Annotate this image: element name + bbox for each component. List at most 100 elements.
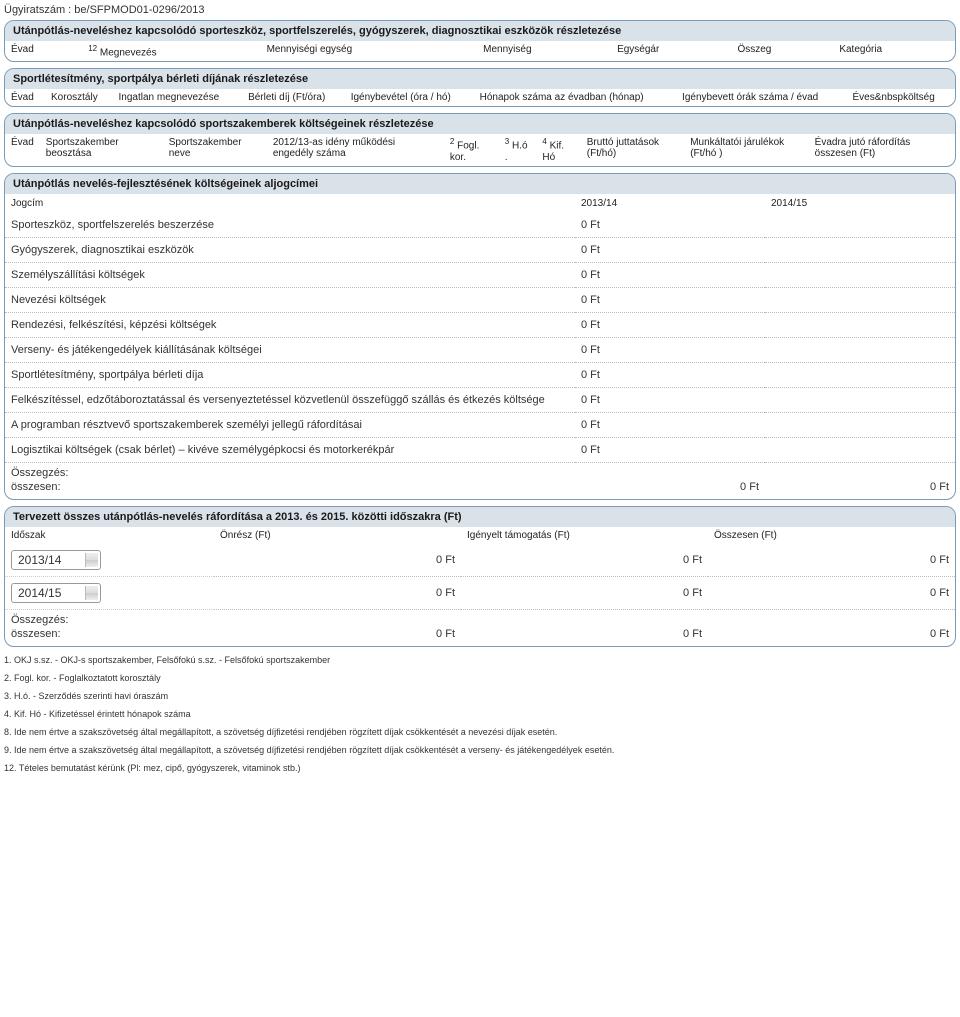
panel-equipment-title: Utánpótlás-neveléshez kapcsolódó sportes…: [5, 21, 955, 41]
col-korosztaly: Korosztály: [45, 89, 113, 106]
col-igenybevett: Igénybevett órák száma / évad: [676, 89, 846, 106]
col-brutto: Bruttó juttatások (Ft/hó): [581, 134, 684, 165]
col-osszesen: Összesen (Ft): [708, 527, 955, 544]
footnote: 3. H.ó. - Szerződés szerinti havi óraszá…: [4, 691, 956, 701]
jogcim-label: Logisztikai költségek (csak bérlet) – ki…: [5, 437, 575, 462]
jogcim-label: Rendezési, felkészítési, képzési költség…: [5, 312, 575, 337]
table-row: Sportlétesítmény, sportpálya bérleti díj…: [5, 362, 955, 387]
table-row: A programban résztvevő sportszakemberek …: [5, 412, 955, 437]
jogcim-label: Verseny- és játékengedélyek kiállításána…: [5, 337, 575, 362]
jogcim-v2: [765, 387, 955, 412]
col-2013: 2013/14: [575, 194, 765, 213]
jogcim-v2: [765, 412, 955, 437]
osszesen-label2: összesen:: [5, 626, 214, 646]
table-planned: Időszak Önrész (Ft) Igényelt támogatás (…: [5, 527, 955, 646]
col-2014: 2014/15: [765, 194, 955, 213]
col-fogl: 2 Fogl. kor.: [444, 134, 499, 165]
col-ingatlan: Ingatlan megnevezése: [113, 89, 243, 106]
osszesen-label: összesen:: [5, 479, 575, 499]
col-idoszak: Időszak: [5, 527, 214, 544]
jogcim-label: Sportlétesítmény, sportpálya bérleti díj…: [5, 362, 575, 387]
col-eves: Éves&nbspköltség: [847, 89, 956, 106]
table-row: Személyszállítási költségek0 Ft: [5, 262, 955, 287]
col-igenybevetel: Igénybevétel (óra / hó): [345, 89, 474, 106]
case-number: Ügyiratszám : be/SFPMOD01-0296/2013: [4, 4, 956, 16]
jogcim-v1: 0 Ft: [575, 412, 765, 437]
jogcim-v2: [765, 262, 955, 287]
col-berleti: Bérleti díj (Ft/óra): [242, 89, 345, 106]
table-row: 2013/140 Ft0 Ft0 Ft: [5, 544, 955, 577]
jogcim-v2: [765, 237, 955, 262]
jogcim-label: Személyszállítási költségek: [5, 262, 575, 287]
igeny-cell: 0 Ft: [461, 544, 708, 577]
panel-staff-title: Utánpótlás-neveléshez kapcsolódó sportsz…: [5, 114, 955, 134]
col-megnevezes: 12 Megnevezés: [82, 41, 260, 61]
period-spinner[interactable]: 2014/15: [11, 583, 101, 603]
jogcim-label: Sporteszköz, sportfelszerelés beszerzése: [5, 213, 575, 238]
panel-aljogcim: Utánpótlás nevelés-fejlesztésének költsé…: [4, 173, 956, 500]
col-osszeg: Összeg: [731, 41, 833, 61]
panel-staff: Utánpótlás-neveléshez kapcsolódó sportsz…: [4, 113, 956, 166]
jogcim-label: Nevezési költségek: [5, 287, 575, 312]
osszesen-v2: 0 Ft: [765, 479, 955, 499]
footnote: 1. OKJ s.sz. - OKJ-s sportszakember, Fel…: [4, 655, 956, 665]
table-rental: Évad Korosztály Ingatlan megnevezése Bér…: [5, 89, 955, 106]
footnote: 8. Ide nem értve a szakszövetség által m…: [4, 727, 956, 737]
table-staff: Évad Sportszakember beosztása Sportszake…: [5, 134, 955, 165]
panel-planned-title: Tervezett összes utánpótlás-nevelés ráfo…: [5, 507, 955, 527]
col-menny-egyseg: Mennyiségi egység: [261, 41, 478, 61]
col-mennyiseg: Mennyiség: [477, 41, 611, 61]
jogcim-v1: 0 Ft: [575, 437, 765, 462]
jogcim-v1: 0 Ft: [575, 337, 765, 362]
jogcim-label: Gyógyszerek, diagnosztikai eszközök: [5, 237, 575, 262]
table-aljogcim: Jogcím 2013/14 2014/15 Sporteszköz, spor…: [5, 194, 955, 499]
footnote: 4. Kif. Hó - Kifizetéssel érintett hónap…: [4, 709, 956, 719]
period-cell: 2014/15: [5, 576, 214, 609]
col-evadra: Évadra jutó ráfordítás összesen (Ft): [809, 134, 955, 165]
table-row: Sporteszköz, sportfelszerelés beszerzése…: [5, 213, 955, 238]
table-row: Logisztikai költségek (csak bérlet) – ki…: [5, 437, 955, 462]
table-row: Felkészítéssel, edzőtáboroztatással és v…: [5, 387, 955, 412]
onresz-cell: 0 Ft: [214, 576, 461, 609]
table-row: Rendezési, felkészítési, képzési költség…: [5, 312, 955, 337]
jogcim-v2: [765, 337, 955, 362]
col-evad: Évad: [5, 41, 82, 61]
col-nev: Sportszakember neve: [163, 134, 267, 165]
jogcim-v2: [765, 362, 955, 387]
jogcim-v1: 0 Ft: [575, 387, 765, 412]
panel-aljogcim-title: Utánpótlás nevelés-fejlesztésének költsé…: [5, 174, 955, 194]
jogcim-v1: 0 Ft: [575, 237, 765, 262]
jogcim-v1: 0 Ft: [575, 213, 765, 238]
col-ho: 3 H.ó .: [499, 134, 537, 165]
jogcim-v1: 0 Ft: [575, 312, 765, 337]
osszesen-v1: 0 Ft: [575, 479, 765, 499]
ossz-cell: 0 Ft: [708, 576, 955, 609]
panel-rental: Sportlétesítmény, sportpálya bérleti díj…: [4, 68, 956, 107]
col-igeny: Igényelt támogatás (Ft): [461, 527, 708, 544]
jogcim-v2: [765, 213, 955, 238]
col-jarulek: Munkáltatói járulékok (Ft/hó ): [684, 134, 808, 165]
table-row: Gyógyszerek, diagnosztikai eszközök0 Ft: [5, 237, 955, 262]
igeny-cell: 0 Ft: [461, 576, 708, 609]
col-evad: Évad: [5, 89, 45, 106]
jogcim-label: A programban résztvevő sportszakemberek …: [5, 412, 575, 437]
footnote: 12. Tételes bemutatást kérünk (Pl: mez, …: [4, 763, 956, 773]
col-kifho: 4 Kif. Hó: [536, 134, 580, 165]
panel-equipment: Utánpótlás-neveléshez kapcsolódó sportes…: [4, 20, 956, 62]
period-spinner[interactable]: 2013/14: [11, 550, 101, 570]
sum-igeny: 0 Ft: [461, 626, 708, 646]
col-engedely: 2012/13-as idény működési engedély száma: [267, 134, 444, 165]
jogcim-label: Felkészítéssel, edzőtáboroztatással és v…: [5, 387, 575, 412]
col-beosztas: Sportszakember beosztása: [40, 134, 163, 165]
jogcim-v2: [765, 287, 955, 312]
footnote: 2. Fogl. kor. - Foglalkoztatott korosztá…: [4, 673, 956, 683]
col-jogcim: Jogcím: [5, 194, 575, 213]
table-equipment: Évad 12 Megnevezés Mennyiségi egység Men…: [5, 41, 955, 61]
ossz-cell: 0 Ft: [708, 544, 955, 577]
onresz-cell: 0 Ft: [214, 544, 461, 577]
jogcim-v2: [765, 312, 955, 337]
panel-rental-title: Sportlétesítmény, sportpálya bérleti díj…: [5, 69, 955, 89]
table-row: Verseny- és játékengedélyek kiállításána…: [5, 337, 955, 362]
jogcim-v1: 0 Ft: [575, 362, 765, 387]
col-onresz: Önrész (Ft): [214, 527, 461, 544]
